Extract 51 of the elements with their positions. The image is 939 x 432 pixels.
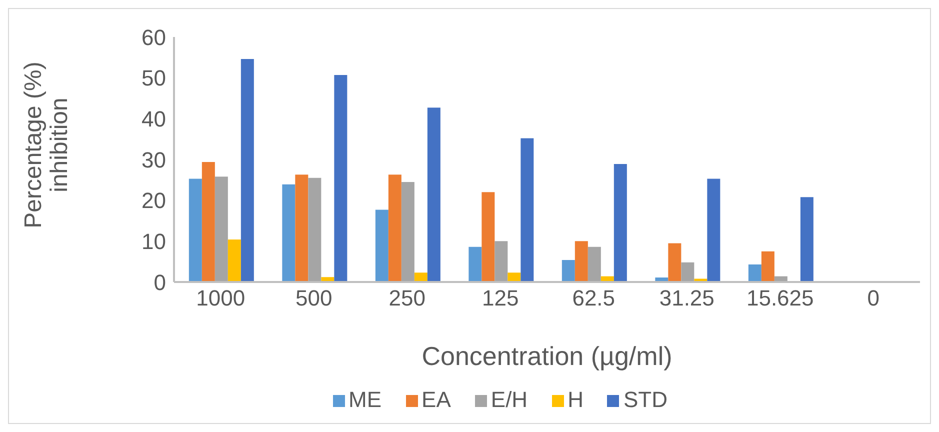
legend-label: E/H [490,387,528,412]
legend-label: H [568,387,584,412]
bar [520,138,534,282]
bar [202,162,215,282]
y-tick-label: 30 [142,147,166,172]
y-tick-label: 40 [142,106,166,132]
x-tick-label: 1000 [196,286,246,311]
bar [282,184,296,282]
bar [308,178,322,282]
bar [401,182,414,282]
bar [388,174,402,282]
bar [240,59,254,282]
legend-label: EA [422,387,451,412]
bar [214,176,228,282]
bar [508,272,521,282]
bar [761,251,774,282]
bar [414,272,428,282]
bar [188,178,202,282]
bar [562,260,575,282]
bar [588,246,601,282]
bar [468,246,482,282]
y-tick-label: 10 [142,228,166,254]
x-axis-title: Concentration (µg/ml) [422,341,672,371]
y-tick-label: 0 [154,270,166,295]
x-tick-label: 250 [388,286,426,311]
x-tick-label: 125 [482,286,519,311]
x-tick-label: 15.625 [746,286,814,311]
bar [295,174,308,282]
y-tick-label: 60 [142,24,166,50]
bar [800,197,814,282]
bar [482,192,495,282]
bar [707,178,720,282]
bar [228,240,241,282]
y-tick-label: 20 [142,188,166,214]
bar [494,241,508,282]
bar [574,241,588,282]
bar [681,262,694,282]
bar [375,210,388,282]
bar [668,243,682,282]
bar [427,108,440,282]
x-tick-label: 0 [867,286,880,311]
x-tick-label: 500 [296,286,332,311]
legend-label: ME [348,387,382,412]
bar [334,74,348,282]
x-tick-label: 31.25 [659,286,714,311]
bar [748,264,762,282]
y-tick-label: 50 [142,66,166,91]
bar [614,164,627,282]
x-tick-label: 62.5 [572,286,616,311]
y-axis-title: Percentage (%) inhibition [20,60,73,230]
legend-label: STD [623,387,668,412]
